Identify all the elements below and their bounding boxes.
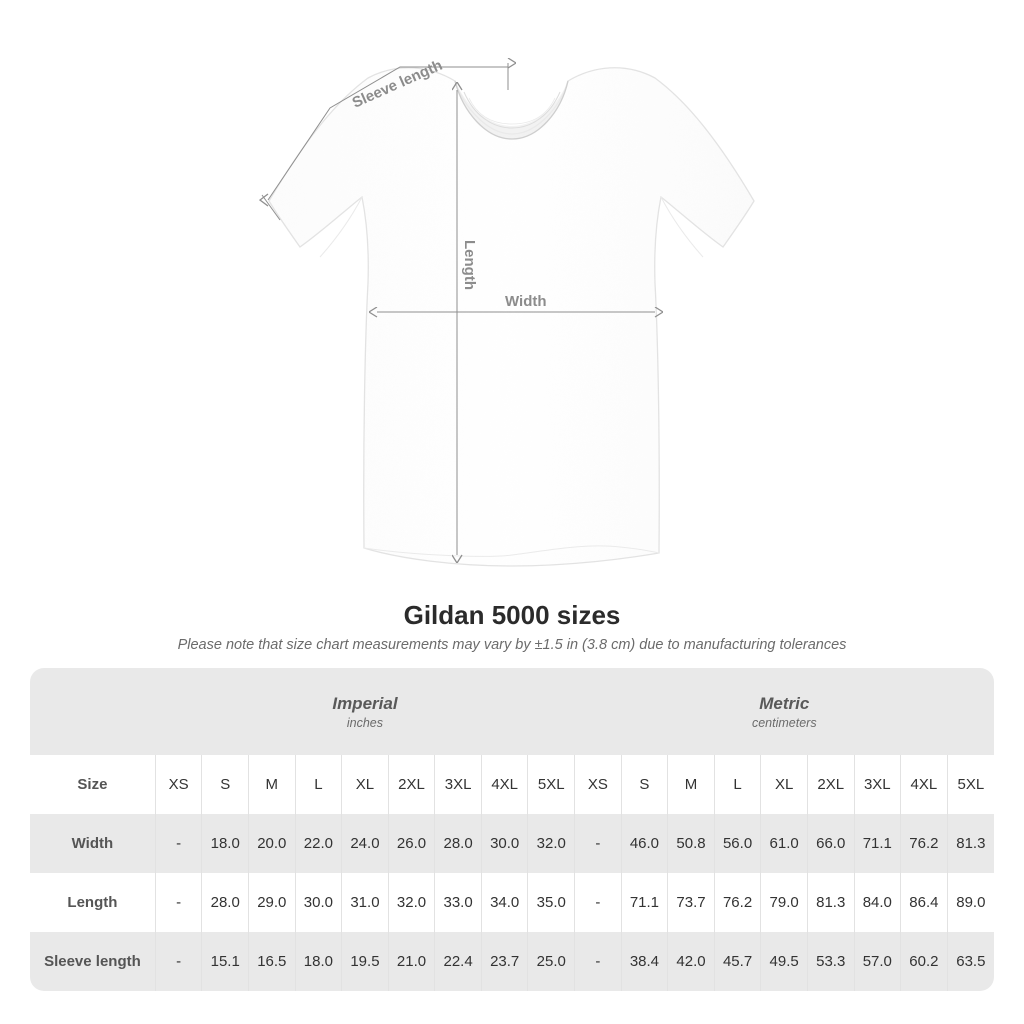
svg-text:Length: Length — [461, 240, 478, 290]
svg-text:Width: Width — [505, 293, 547, 310]
